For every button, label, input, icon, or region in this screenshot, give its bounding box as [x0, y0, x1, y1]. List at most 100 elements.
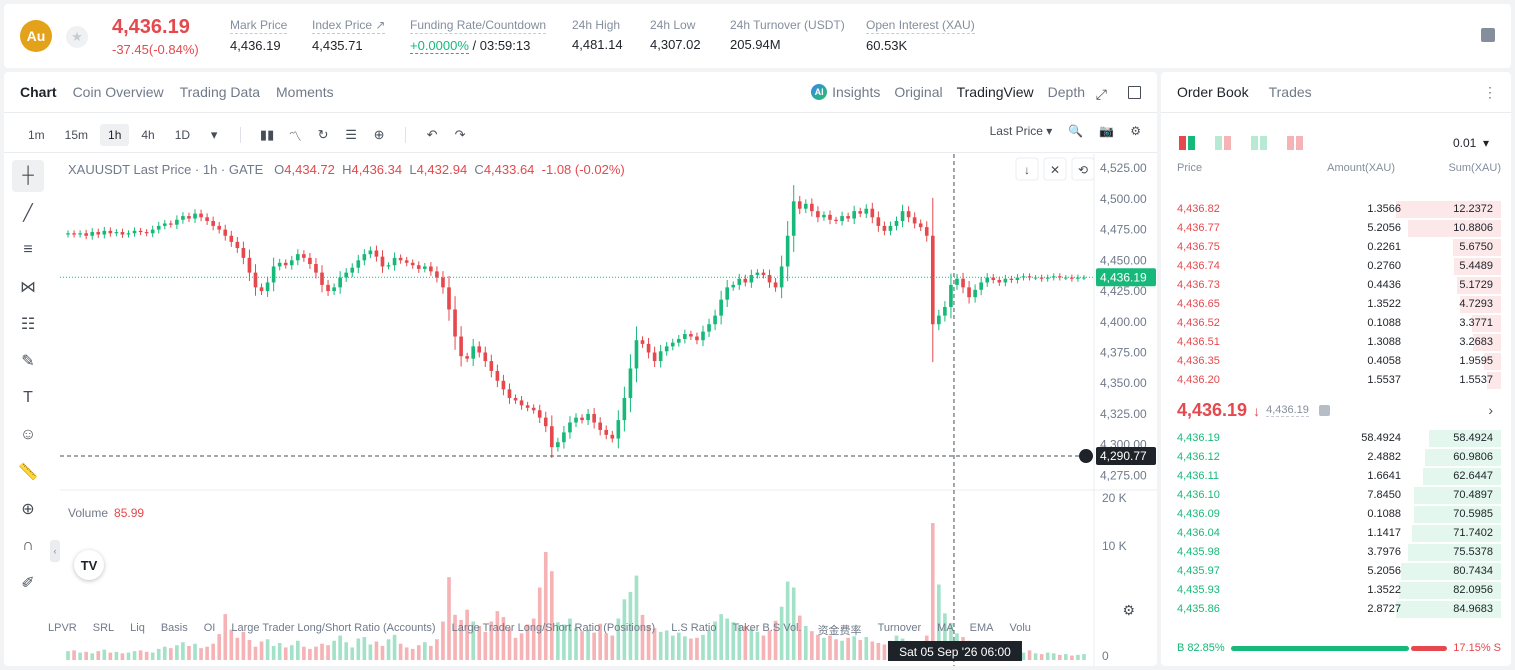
stat-label[interactable]: Open Interest (XAU)	[866, 18, 975, 34]
settings-gear-icon[interactable]: ⚙	[1130, 124, 1141, 138]
document-icon[interactable]	[1481, 28, 1495, 42]
undo-icon[interactable]: ↶	[426, 127, 438, 142]
candle-body	[302, 254, 306, 258]
tab-depth[interactable]: Depth	[1047, 84, 1085, 100]
tab-coin-overview[interactable]: Coin Overview	[72, 84, 164, 100]
ask-row[interactable]: 4,436.65 1.3522 4.7293	[1161, 295, 1511, 314]
crosshair-time-tag	[887, 641, 1022, 661]
fullscreen-icon[interactable]	[1128, 86, 1141, 99]
indicator-6[interactable]: Large Trader Long/Short Ratio (Positions…	[451, 622, 656, 634]
funding-rate-value[interactable]: +0.0000%	[410, 38, 469, 54]
indicators-icon[interactable]: 〽	[288, 128, 302, 144]
tab-moments[interactable]: Moments	[276, 84, 334, 100]
magnet-icon[interactable]: ∩	[22, 537, 34, 554]
trend-line-icon[interactable]: ╱	[23, 205, 33, 222]
stat-label[interactable]: Index Price ↗	[312, 18, 386, 34]
zoom-in-icon[interactable]: ⊕	[21, 501, 35, 518]
stat-value: 4,307.02	[650, 37, 701, 52]
crosshair-icon[interactable]: ┼	[12, 160, 44, 192]
collapse-toolbar-icon[interactable]: ‹	[50, 540, 60, 562]
emoji-icon[interactable]: ☺	[19, 426, 37, 443]
pencil-lock-icon[interactable]: ✐	[21, 575, 35, 592]
indicator-3[interactable]: Basis	[160, 622, 188, 634]
stat-label[interactable]: Mark Price	[230, 18, 288, 34]
price-type-select[interactable]: Last Price ▾	[989, 124, 1053, 138]
horizontal-lines-icon[interactable]: ≡	[23, 241, 33, 258]
indicator-2[interactable]: Liq	[130, 622, 145, 634]
indicator-9[interactable]: 资金费率	[817, 625, 862, 637]
brush-icon[interactable]: ✎	[21, 353, 35, 370]
tab-trading-data[interactable]: Trading Data	[179, 84, 261, 100]
indicator-7[interactable]: L.S Ratio	[671, 622, 717, 634]
indicator-4[interactable]: OI	[203, 622, 216, 634]
timeframe-1m[interactable]: 1m	[28, 128, 45, 142]
ask-row[interactable]: 4,436.74 0.2760 5.4489	[1161, 257, 1511, 276]
indicator-5[interactable]: Large Trader Long/Short Ratio (Accounts)	[231, 622, 436, 634]
fib-icon[interactable]: ☷	[20, 316, 36, 333]
candle-body	[78, 233, 82, 235]
more-icon[interactable]: ⋮	[1483, 84, 1497, 100]
ask-row[interactable]: 4,436.35 0.4058 1.9595	[1161, 352, 1511, 371]
tab-chart[interactable]: Chart	[20, 84, 57, 100]
search-icon[interactable]: 🔍	[1068, 124, 1084, 138]
chevron-right-icon[interactable]: ›	[1488, 402, 1493, 418]
tab-trades[interactable]: Trades	[1268, 84, 1312, 100]
chart-settings-icon[interactable]: ⚙	[1122, 602, 1135, 618]
indicator-10[interactable]: Turnover	[877, 622, 922, 634]
bid-row[interactable]: 4,436.10 7.8450 70.4897	[1161, 486, 1511, 505]
ask-row[interactable]: 4,436.82 1.3566 12.2372	[1161, 200, 1511, 219]
view-bids-icon[interactable]	[1251, 136, 1267, 150]
camera-icon[interactable]: 📷	[1099, 124, 1115, 138]
indicator-8[interactable]: Taker B.S Vol.	[732, 622, 802, 634]
indicator-12[interactable]: EMA	[969, 622, 994, 634]
replay-icon[interactable]: ↻	[317, 127, 329, 142]
timeframe-1d[interactable]: 1D	[174, 128, 191, 142]
ask-row[interactable]: 4,436.51 1.3088 3.2683	[1161, 333, 1511, 352]
timeframe-1h[interactable]: 1h	[100, 124, 130, 146]
bid-row[interactable]: 4,436.19 58.4924 58.4924	[1161, 429, 1511, 448]
ask-row[interactable]: 4,436.20 1.5537 1.5537	[1161, 371, 1511, 390]
ruler-icon[interactable]: 📏	[18, 464, 38, 481]
ask-row[interactable]: 4,436.75 0.2261 5.6750	[1161, 238, 1511, 257]
precision-select[interactable]: 0.01 ▾	[1452, 136, 1489, 150]
redo-icon[interactable]: ↷	[454, 127, 466, 142]
view-asks-icon[interactable]	[1215, 136, 1231, 150]
view-sells-icon[interactable]	[1287, 136, 1303, 150]
stat-label[interactable]: Funding Rate/Countdown	[410, 18, 547, 34]
bid-row[interactable]: 4,435.86 2.8727 84.9683	[1161, 600, 1511, 619]
tab-insights[interactable]: AI Insights	[811, 84, 880, 100]
bid-row[interactable]: 4,436.09 0.1088 70.5985	[1161, 505, 1511, 524]
timeframe-4h[interactable]: 4h	[141, 128, 155, 142]
tab-original[interactable]: Original	[894, 84, 943, 100]
favorite-star-icon[interactable]: ★	[66, 26, 88, 48]
ask-row[interactable]: 4,436.52 0.1088 3.3771	[1161, 314, 1511, 333]
indicator-11[interactable]: MA	[937, 622, 954, 634]
candle-body	[423, 266, 427, 269]
tradingview-logo[interactable]: TV	[74, 550, 104, 580]
bid-row[interactable]: 4,436.12 2.4882 60.9806	[1161, 448, 1511, 467]
tab-tradingview[interactable]: TradingView	[956, 84, 1034, 100]
indicator-1[interactable]: SRL	[92, 622, 115, 634]
bid-row[interactable]: 4,435.93 1.3522 82.0956	[1161, 581, 1511, 600]
price-chart[interactable]: 4,525.00 4,500.00 4,475.00 4,450.00 4,425.00…	[60, 154, 1157, 666]
template-icon[interactable]: ☰	[345, 127, 357, 142]
ask-row[interactable]: 4,436.77 5.2056 10.8806	[1161, 219, 1511, 238]
bid-row[interactable]: 4,435.97 5.2056 80.7434	[1161, 562, 1511, 581]
indicator-0[interactable]: LPVR	[48, 622, 77, 634]
view-both-icon[interactable]	[1179, 136, 1195, 150]
candle-type-icon[interactable]: ▮▮	[259, 127, 275, 142]
bid-row[interactable]: 4,436.04 1.1417 71.7402	[1161, 524, 1511, 543]
chevron-down-icon[interactable]: ▾	[210, 127, 218, 142]
ask-row[interactable]: 4,436.73 0.4436 5.1729	[1161, 276, 1511, 295]
add-alert-icon[interactable]: ⊕	[373, 127, 385, 142]
indicator-13[interactable]: Volu	[1009, 622, 1031, 634]
timeframe-15m[interactable]: 15m	[64, 128, 89, 142]
bid-row[interactable]: 4,435.98 3.7976 75.5378	[1161, 543, 1511, 562]
expand-icon[interactable]: ⤢	[1095, 86, 1107, 102]
bid-row[interactable]: 4,436.11 1.6641 62.6447	[1161, 467, 1511, 486]
tab-order-book[interactable]: Order Book	[1177, 84, 1249, 100]
pattern-icon[interactable]: ⋈	[20, 279, 36, 296]
candle-body	[689, 334, 693, 337]
text-icon[interactable]: T	[23, 389, 33, 406]
candle-body	[386, 265, 391, 267]
